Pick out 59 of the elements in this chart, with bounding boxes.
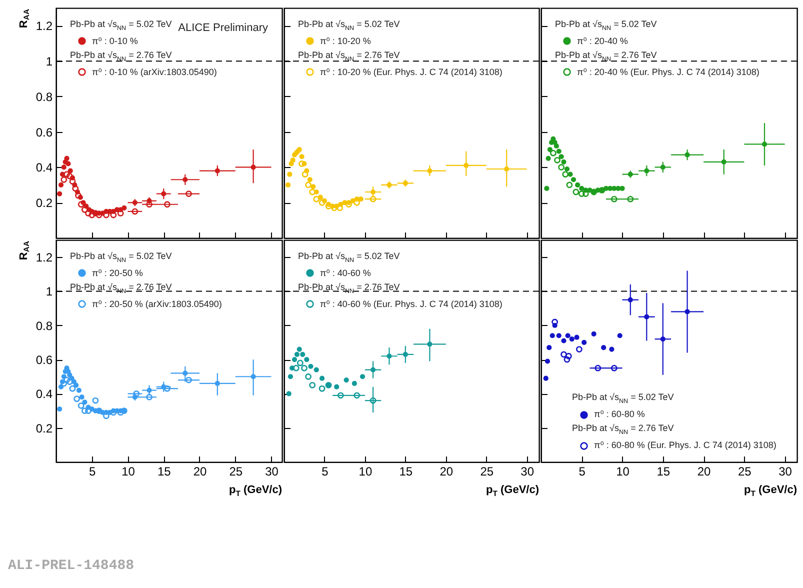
x-tick-label: 30: [520, 464, 534, 478]
y-tick-label: 0.8: [36, 90, 53, 104]
legend-label: π⁰ : 60-80 %: [594, 409, 645, 420]
annotation: Pb-Pb at √s$_{NN}$ = 2.76 TeV: [298, 282, 401, 297]
legend-label: π⁰ : 20-50 % (arXiv:1803.05490): [92, 298, 222, 310]
x-tick-label: 30: [778, 464, 792, 478]
x-tick-label: 10: [616, 464, 630, 478]
x-tick-label: 15: [157, 464, 172, 478]
x-axis-title: p$_{T}$ (GeV/c): [744, 484, 797, 498]
x-tick-label: 15: [656, 464, 670, 478]
annotation: Pb-Pb at √s$_{NN}$ = 5.02 TeV: [555, 19, 658, 34]
x-tick-label: 25: [738, 464, 752, 478]
annotation: Pb-Pb at √s$_{NN}$ = 5.02 TeV: [70, 251, 173, 266]
x-axis-title: p$_{T}$ (GeV/c): [228, 484, 282, 498]
legend-label: π⁰ : 0-10 %: [92, 36, 138, 47]
x-tick-label: 20: [440, 464, 454, 478]
y-tick-label: 0.4: [36, 160, 53, 175]
legend-label: π⁰ : 60-80 % (Eur. Phys. J. C 74 (2014) 3108): [594, 440, 776, 451]
x-tick-label: 5: [322, 464, 329, 478]
y-tick-label: 1: [46, 54, 53, 69]
y-tick-label: 1.2: [36, 250, 53, 265]
y-tick-label: 0.4: [36, 387, 53, 402]
legend-label: π⁰ : 10-20 % (Eur. Phys. J. C 74 (2014) 3108): [320, 66, 502, 78]
y-tick-label: 0.6: [36, 125, 53, 140]
y-tick-label: 0.2: [36, 196, 53, 210]
annotation: Pb-Pb at √s$_{NN}$ = 2.76 TeV: [298, 50, 401, 65]
annotation: ALICE Preliminary: [178, 22, 268, 34]
x-tick-label: 15: [399, 464, 413, 478]
annotation: Pb-Pb at √s$_{NN}$ = 5.02 TeV: [70, 19, 172, 32]
annotation: Pb-Pb at √s$_{NN}$ = 2.76 TeV: [555, 50, 658, 65]
annotation: Pb-Pb at √s$_{NN}$ = 2.76 TeV: [572, 423, 675, 438]
x-tick-label: 20: [697, 464, 712, 478]
y-tick-label: 0.8: [36, 318, 53, 333]
x-tick-label: 20: [193, 464, 207, 478]
legend-label: π⁰ : 20-40 % (Eur. Phys. J. C 74 (2014) 3108): [577, 66, 760, 78]
legend-label: π⁰ : 40-60 %: [320, 268, 371, 279]
x-tick-label: 5: [89, 464, 96, 478]
legend-label: π⁰ : 20-50 %: [92, 268, 143, 279]
legend-label: π⁰ : 40-60 % (Eur. Phys. J. C 74 (2014) 3108): [320, 298, 502, 310]
annotation: Pb-Pb at √s$_{NN}$ = 5.02 TeV: [298, 251, 401, 266]
text: ALI-PREL-148488: [8, 558, 134, 574]
legend-label: π⁰ : 20-40 %: [577, 36, 628, 47]
y-tick-label: 1.2: [36, 19, 53, 34]
legend-label: π⁰ : 10-20 %: [320, 36, 371, 47]
x-tick-label: 10: [358, 464, 372, 478]
y-tick-label: 0.2: [36, 421, 53, 436]
y-tick-label: 0.6: [36, 353, 53, 368]
x-tick-label: 5: [578, 464, 586, 478]
x-tick-label: 25: [229, 464, 243, 478]
annotation: Pb-Pb at √s$_{NN}$ = 2.76 TeV: [70, 282, 173, 297]
legend-label: π⁰ : 0-10 % (arXiv:1803.05490): [92, 66, 217, 78]
annotation: Pb-Pb at √s$_{NN}$ = 5.02 TeV: [298, 19, 401, 34]
x-tick-label: 25: [480, 464, 494, 478]
x-tick-label: 30: [265, 464, 279, 478]
y-tick-label: 1: [46, 284, 53, 299]
annotation: Pb-Pb at √s$_{NN}$ = 5.02 TeV: [572, 392, 675, 408]
annotation: Pb-Pb at √s$_{NN}$ = 2.76 TeV: [70, 50, 173, 65]
x-axis-title: p$_{T}$ (GeV/c): [486, 484, 539, 498]
x-tick-label: 10: [122, 464, 136, 478]
